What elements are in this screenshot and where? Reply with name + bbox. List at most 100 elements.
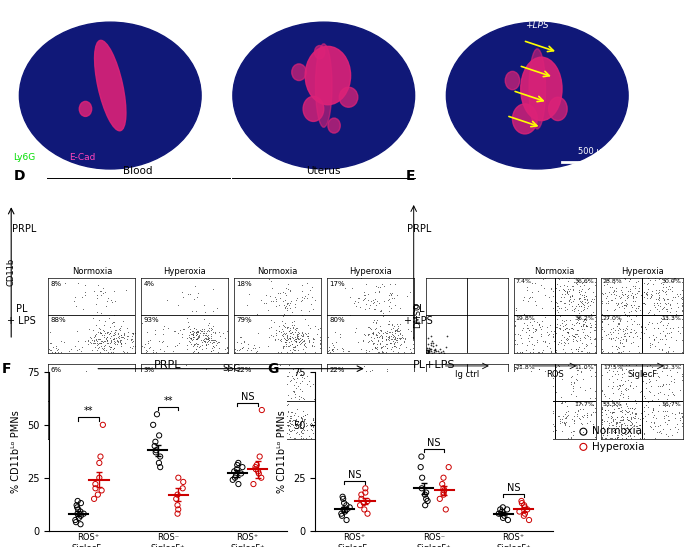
Point (525, 348, 536, 357)
Point (249, 433, 260, 441)
Point (257, 399, 268, 408)
Point (314, 419, 326, 428)
Point (547, 382, 559, 391)
Point (503, 516, 514, 525)
Point (385, 409, 396, 418)
Point (195, 426, 206, 435)
Point (383, 331, 394, 340)
Point (677, 300, 688, 309)
Point (368, 330, 379, 339)
Point (426, 430, 437, 439)
Point (671, 290, 682, 299)
Point (193, 331, 204, 340)
Point (204, 428, 215, 437)
Point (606, 342, 617, 351)
Point (337, 432, 349, 441)
Point (556, 331, 568, 340)
Point (282, 406, 293, 415)
Point (624, 430, 636, 439)
Point (537, 337, 548, 346)
Point (286, 393, 297, 402)
Point (70, 516, 81, 525)
Point (531, 411, 542, 420)
Point (581, 412, 592, 421)
Point (290, 336, 302, 345)
Point (176, 422, 188, 431)
Point (589, 317, 601, 325)
Point (292, 324, 303, 333)
Point (286, 340, 297, 348)
Point (428, 339, 439, 348)
Point (265, 331, 276, 340)
Point (620, 365, 631, 374)
Point (607, 415, 618, 423)
Point (382, 366, 393, 375)
Point (177, 377, 188, 386)
Point (353, 297, 364, 306)
Point (295, 305, 307, 314)
Point (623, 392, 634, 401)
Point (372, 385, 384, 394)
Point (103, 434, 114, 443)
Point (664, 424, 676, 433)
Point (620, 290, 631, 299)
Point (78, 509, 90, 518)
Point (578, 306, 589, 315)
Point (259, 385, 270, 393)
Point (557, 344, 568, 353)
Point (619, 332, 630, 341)
Point (629, 414, 641, 422)
Point (624, 331, 635, 340)
Point (422, 431, 433, 440)
Point (103, 424, 114, 433)
Point (566, 292, 578, 301)
Point (112, 335, 123, 344)
Point (293, 331, 304, 340)
Point (294, 334, 305, 342)
Point (499, 511, 510, 520)
Point (620, 301, 631, 310)
Ellipse shape (512, 104, 538, 134)
Point (104, 342, 115, 351)
Point (522, 426, 533, 434)
Point (578, 274, 589, 283)
Point (560, 414, 571, 422)
Point (310, 423, 321, 432)
Point (92, 281, 103, 290)
Point (173, 427, 184, 435)
Point (190, 328, 202, 337)
Point (601, 331, 612, 340)
Point (284, 422, 295, 430)
Point (83, 423, 94, 432)
Point (511, 428, 522, 437)
Point (365, 418, 376, 427)
Point (447, 433, 458, 441)
Point (237, 344, 248, 353)
Point (529, 279, 540, 288)
Text: 21.8%: 21.8% (515, 365, 536, 370)
Point (43, 345, 55, 353)
Point (655, 428, 666, 437)
Point (202, 426, 214, 435)
Point (419, 490, 430, 499)
Point (661, 287, 672, 295)
Point (397, 331, 408, 340)
Point (44, 339, 55, 347)
Point (638, 413, 649, 422)
Point (281, 304, 293, 312)
Point (530, 371, 541, 380)
Point (376, 325, 387, 334)
Point (407, 408, 419, 417)
Point (424, 433, 435, 442)
Point (576, 324, 587, 333)
Point (302, 321, 314, 330)
Point (368, 334, 379, 342)
Point (367, 432, 378, 441)
Point (104, 422, 115, 431)
Point (49, 348, 60, 357)
Point (177, 416, 188, 424)
Point (370, 317, 382, 326)
Point (251, 415, 262, 423)
Point (556, 399, 567, 408)
Point (526, 426, 537, 435)
